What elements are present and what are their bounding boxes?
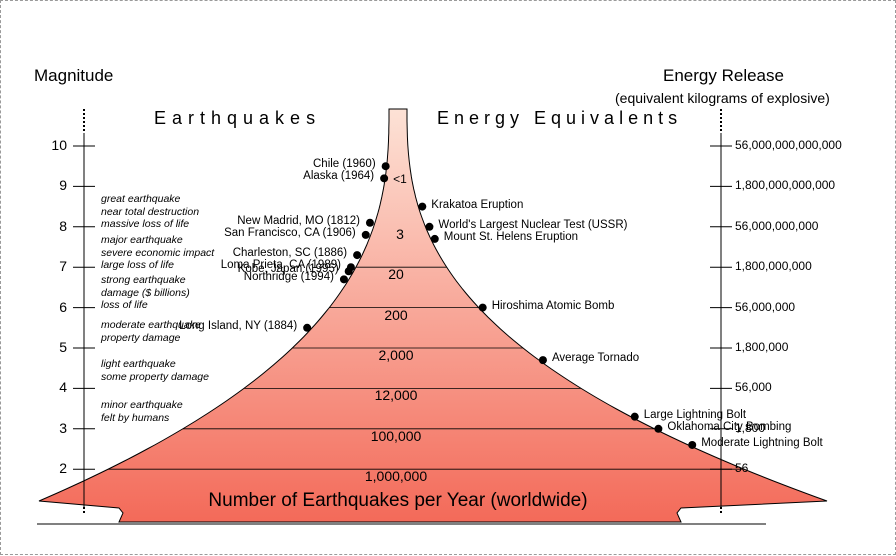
magnitude-label: 2 bbox=[59, 460, 67, 477]
description-line: severe economic impact bbox=[101, 246, 215, 259]
earthquake-count-label: 200 bbox=[384, 306, 408, 323]
funnel-shape bbox=[38, 108, 828, 523]
earthquake-label: Charleston, SC (1886) bbox=[232, 247, 348, 260]
earthquake-count-label: <1 bbox=[393, 172, 407, 187]
earthquake-label: New Madrid, MO (1812) bbox=[237, 214, 360, 227]
energy-value-label: 56,000,000,000,000 bbox=[735, 138, 842, 152]
energy-event-label: Mount St. Helens Eruption bbox=[443, 230, 579, 243]
magnitude-description: minor earthquake felt by humans bbox=[101, 399, 183, 424]
energy-event-label: World's Largest Nuclear Test (USSR) bbox=[438, 218, 628, 231]
earthquake-dot bbox=[365, 218, 374, 227]
earthquake-count-label: 12,000 bbox=[374, 387, 418, 404]
energy-event-label: Hiroshima Atomic Bomb bbox=[491, 299, 615, 312]
magnitude-description: strong earthquake damage ($ billions) loss… bbox=[101, 274, 190, 312]
energy-value-label: 56 bbox=[735, 461, 749, 476]
description-line: strong earthquake bbox=[101, 274, 186, 286]
energy-event-dot bbox=[418, 202, 427, 211]
magnitude-label: 5 bbox=[59, 339, 67, 355]
energy-event-dot bbox=[630, 412, 639, 421]
earthquakes-heading: Earthquakes bbox=[154, 108, 322, 128]
description-line: great earthquake bbox=[101, 193, 181, 205]
energy-release-subheader: (equivalent kilograms of explosive) bbox=[615, 90, 830, 106]
description-line: minor earthquake bbox=[101, 399, 183, 411]
energy-event-dot bbox=[478, 303, 487, 312]
energy-event-dot bbox=[538, 356, 547, 365]
energy-event-dot bbox=[425, 222, 434, 231]
earthquake-dot bbox=[303, 323, 312, 332]
energy-event-label: Average Tornado bbox=[551, 352, 640, 365]
energy-value-label: 56,000,000,000 bbox=[735, 218, 819, 233]
magnitude-description: great earthquake near total destruction ma… bbox=[101, 193, 199, 231]
magnitude-label: 3 bbox=[59, 419, 67, 436]
description-line: large loss of life bbox=[101, 259, 174, 271]
energy-value-label: 1,800,000,000 bbox=[735, 259, 812, 274]
energy-event-label: Moderate Lightning Bolt bbox=[701, 436, 823, 449]
description-line: light earthquake bbox=[101, 358, 176, 370]
earthquake-label: San Francisco, CA (1906) bbox=[224, 226, 356, 239]
earthquake-label: Long Island, NY (1884) bbox=[179, 319, 298, 332]
description-line: massive loss of life bbox=[101, 218, 190, 230]
energy-release-header: Energy Release bbox=[663, 66, 784, 85]
magnitude-label: 6 bbox=[59, 298, 67, 315]
earthquake-dot bbox=[381, 162, 390, 171]
earthquake-label: Alaska (1964) bbox=[303, 170, 375, 183]
earthquake-count-label: 20 bbox=[388, 266, 404, 283]
earthquake-dot bbox=[344, 267, 353, 276]
energy-value-label: 56,000 bbox=[735, 380, 772, 395]
earthquake-count-label: 2,000 bbox=[378, 347, 414, 363]
magnitude-label: 7 bbox=[59, 258, 67, 275]
description-line: near total destruction bbox=[101, 205, 200, 218]
earthquake-count-label: 100,000 bbox=[370, 427, 422, 444]
description-line: some property damage bbox=[101, 370, 209, 383]
description-line: damage ($ billions) bbox=[101, 286, 190, 299]
earthquake-label: Kobe, Japan (1995) bbox=[237, 263, 339, 276]
magnitude-label: 4 bbox=[59, 379, 67, 396]
description-line: major earthquake bbox=[101, 234, 183, 246]
earthquake-count-label: 3 bbox=[396, 225, 404, 242]
magnitude-description: major earthquake severe economic impact la… bbox=[101, 234, 214, 272]
magnitude-label: 10 bbox=[51, 137, 67, 153]
energy-event-label: Oklahoma City Bombing bbox=[667, 420, 792, 433]
description-line: property damage bbox=[101, 331, 181, 344]
energy-event-label: Large Lightning Bolt bbox=[643, 408, 747, 421]
description-line: moderate earthquake bbox=[101, 319, 201, 331]
energy-value-label: 56,000,000 bbox=[735, 299, 796, 314]
earthquake-label: Northridge (1994) bbox=[243, 271, 334, 284]
energy-value-label: 1,800,000,000,000 bbox=[735, 178, 836, 193]
earthquake-label: Loma Prieta, CA (1989) bbox=[220, 259, 341, 272]
magnitude-description: moderate earthquake property damage bbox=[101, 319, 201, 344]
description-line: loss of life bbox=[101, 299, 148, 311]
description-line: felt by humans bbox=[101, 411, 170, 424]
energy-event-label: Krakatoa Eruption bbox=[431, 198, 524, 211]
energy-event-dot bbox=[430, 234, 439, 243]
footer-caption: Number of Earthquakes per Year (worldwid… bbox=[208, 490, 588, 511]
earthquake-dot bbox=[380, 174, 389, 183]
magnitude-description: light earthquake some property damage bbox=[101, 358, 209, 383]
magnitude-header: Magnitude bbox=[34, 66, 114, 85]
energy-event-dot bbox=[688, 440, 697, 449]
energy-value-label: 1,800 bbox=[735, 420, 766, 435]
magnitude-label: 8 bbox=[59, 217, 67, 234]
earthquake-count-label: 1,000,000 bbox=[364, 468, 428, 485]
energy-value-label: 1,800,000 bbox=[735, 340, 789, 354]
earthquake-label: Chile (1960) bbox=[313, 158, 376, 171]
energy-event-dot bbox=[654, 424, 663, 433]
earthquake-dot bbox=[361, 230, 370, 239]
earthquake-dot bbox=[339, 275, 348, 284]
earthquake-dot bbox=[353, 251, 362, 260]
magnitude-label: 9 bbox=[59, 177, 67, 194]
energy-equivalents-heading: Energy Equivalents bbox=[437, 108, 683, 128]
